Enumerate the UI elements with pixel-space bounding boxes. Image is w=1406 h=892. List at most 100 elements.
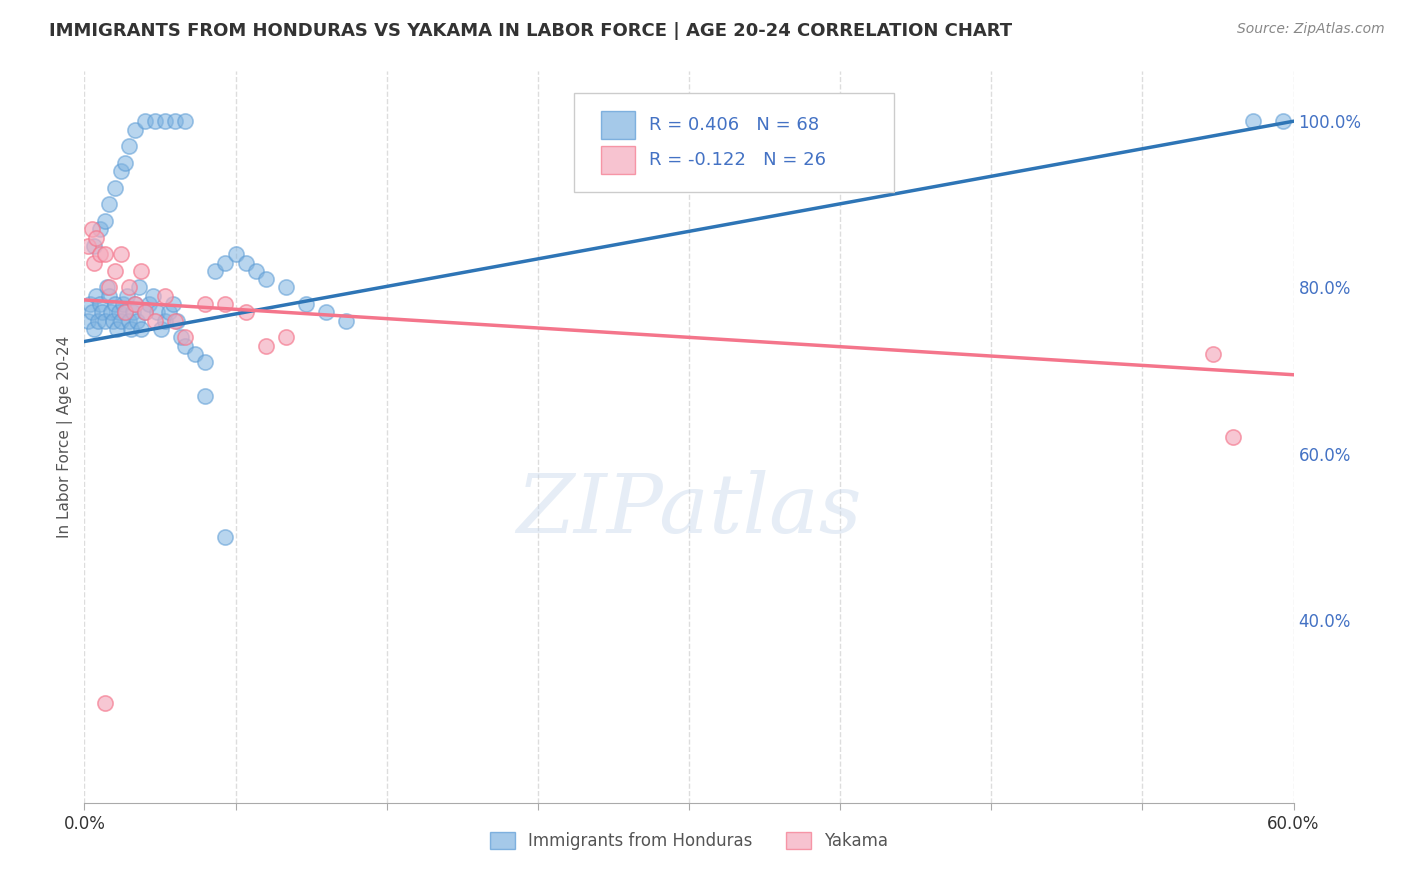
Bar xyxy=(600,146,634,174)
Point xyxy=(83,255,105,269)
Point xyxy=(138,297,160,311)
Point xyxy=(118,314,141,328)
Point xyxy=(97,289,120,303)
Bar xyxy=(600,111,634,138)
Text: Source: ZipAtlas.com: Source: ZipAtlas.com xyxy=(1237,22,1385,37)
Point xyxy=(104,297,127,311)
Text: R = -0.122   N = 26: R = -0.122 N = 26 xyxy=(650,151,827,169)
Point xyxy=(101,314,124,328)
Point xyxy=(149,322,172,336)
Point xyxy=(143,314,166,328)
Point xyxy=(274,330,297,344)
Point xyxy=(165,114,187,128)
Point xyxy=(125,314,148,328)
Point xyxy=(93,214,115,228)
Point xyxy=(82,305,104,319)
Point xyxy=(174,338,197,352)
Point xyxy=(134,305,156,319)
Point xyxy=(79,297,101,311)
Point xyxy=(162,297,184,311)
Point xyxy=(110,314,132,328)
Point xyxy=(274,280,297,294)
Point xyxy=(194,297,217,311)
Point xyxy=(77,314,100,328)
Point xyxy=(124,297,146,311)
Point xyxy=(124,122,146,136)
Point xyxy=(91,305,114,319)
Point xyxy=(335,314,357,328)
Point xyxy=(1222,430,1244,444)
Point xyxy=(194,388,217,402)
Point xyxy=(194,355,217,369)
Point xyxy=(315,305,337,319)
Point xyxy=(114,305,136,319)
Point xyxy=(114,156,136,170)
Point xyxy=(93,314,115,328)
Point xyxy=(89,222,111,236)
Point xyxy=(254,338,277,352)
Point xyxy=(235,305,257,319)
Point xyxy=(225,247,247,261)
Point xyxy=(121,305,143,319)
Point xyxy=(107,305,129,319)
Point xyxy=(111,297,134,311)
Point xyxy=(128,280,150,294)
Point xyxy=(83,322,105,336)
Point xyxy=(93,247,115,261)
Point xyxy=(1272,114,1295,128)
Point xyxy=(104,264,127,278)
Point xyxy=(110,247,132,261)
Point xyxy=(110,164,132,178)
Point xyxy=(146,305,169,319)
Point xyxy=(83,239,105,253)
Point xyxy=(134,114,156,128)
Point xyxy=(143,114,166,128)
Point xyxy=(165,314,187,328)
Point xyxy=(89,247,111,261)
Point xyxy=(134,305,156,319)
Point xyxy=(77,239,100,253)
Point xyxy=(295,297,318,311)
Legend: Immigrants from Honduras, Yakama: Immigrants from Honduras, Yakama xyxy=(484,825,894,856)
Text: R = 0.406   N = 68: R = 0.406 N = 68 xyxy=(650,116,820,134)
Point xyxy=(153,289,176,303)
Point xyxy=(204,264,226,278)
Point xyxy=(86,230,108,244)
Point xyxy=(153,314,176,328)
Point xyxy=(114,305,136,319)
FancyBboxPatch shape xyxy=(574,94,894,192)
Point xyxy=(174,114,197,128)
Point xyxy=(214,255,236,269)
Text: ZIPatlas: ZIPatlas xyxy=(516,470,862,550)
Point xyxy=(82,222,104,236)
Point xyxy=(245,264,267,278)
Point xyxy=(120,322,142,336)
Point xyxy=(1202,347,1225,361)
Y-axis label: In Labor Force | Age 20-24: In Labor Force | Age 20-24 xyxy=(58,336,73,538)
Point xyxy=(157,305,180,319)
Point xyxy=(96,280,118,294)
Point xyxy=(166,314,188,328)
Point xyxy=(97,197,120,211)
Point xyxy=(86,289,108,303)
Point xyxy=(214,297,236,311)
Point xyxy=(184,347,207,361)
Point xyxy=(153,114,176,128)
Point xyxy=(105,322,128,336)
Point xyxy=(118,280,141,294)
Text: IMMIGRANTS FROM HONDURAS VS YAKAMA IN LABOR FORCE | AGE 20-24 CORRELATION CHART: IMMIGRANTS FROM HONDURAS VS YAKAMA IN LA… xyxy=(49,22,1012,40)
Point xyxy=(97,280,120,294)
Point xyxy=(129,322,152,336)
Point xyxy=(124,297,146,311)
Point xyxy=(214,530,236,544)
Point xyxy=(254,272,277,286)
Point xyxy=(87,314,110,328)
Point xyxy=(89,297,111,311)
Point xyxy=(129,264,152,278)
Point xyxy=(118,139,141,153)
Point xyxy=(170,330,193,344)
Point xyxy=(174,330,197,344)
Point xyxy=(142,289,165,303)
Point xyxy=(235,255,257,269)
Point xyxy=(115,289,138,303)
